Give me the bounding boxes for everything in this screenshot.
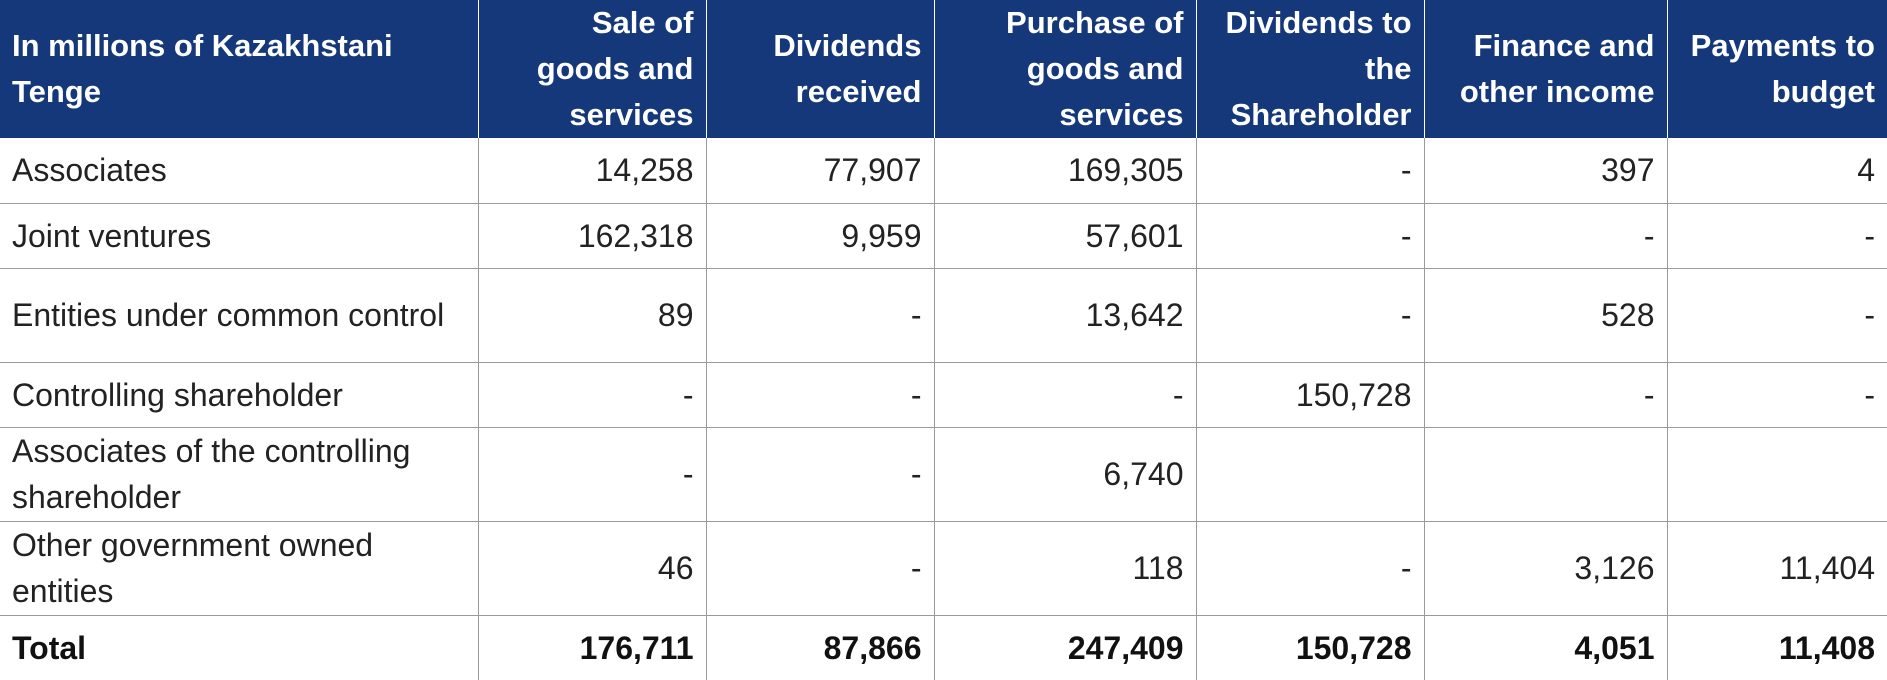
- header-payments-to-budget: Payments to budget: [1666, 0, 1887, 138]
- row-label: Entities under common control: [0, 268, 478, 363]
- row-label: Associates of the controlling shareholde…: [0, 427, 478, 522]
- table-cell: 89: [477, 268, 706, 363]
- table-cell: 3,126: [1423, 521, 1667, 616]
- table-cell: -: [477, 362, 706, 428]
- table-cell: -: [477, 427, 706, 522]
- table-row: Other government owned entities 46 - 118…: [0, 521, 1887, 616]
- total-cell: 11,408: [1666, 615, 1887, 680]
- table-cell: 6,740: [933, 427, 1196, 522]
- table-cell: 4: [1666, 138, 1887, 204]
- table-cell: -: [1666, 268, 1887, 363]
- table-row: Controlling shareholder - - - 150,728 - …: [0, 362, 1887, 428]
- header-finance-income: Finance and other income: [1423, 0, 1667, 138]
- header-dividends-received: Dividends received: [705, 0, 934, 138]
- table-row: Joint ventures 162,318 9,959 57,601 - - …: [0, 203, 1887, 269]
- table-cell: [1666, 427, 1887, 522]
- table-cell: -: [1423, 362, 1667, 428]
- total-cell: 247,409: [933, 615, 1196, 680]
- table-cell: -: [705, 268, 934, 363]
- total-row: Total 176,711 87,866 247,409 150,728 4,0…: [0, 615, 1887, 680]
- total-cell: 87,866: [705, 615, 934, 680]
- header-dividends-to-shareholder: Dividends to the Shareholder: [1195, 0, 1424, 138]
- table-cell: 169,305: [933, 138, 1196, 204]
- header-row: In millions of Kazakhstani Tenge Sale of…: [0, 0, 1887, 138]
- table-cell: -: [1195, 203, 1424, 269]
- table-cell: -: [1666, 362, 1887, 428]
- table-cell: 397: [1423, 138, 1667, 204]
- row-label: Controlling shareholder: [0, 362, 478, 428]
- row-label: Joint ventures: [0, 203, 478, 269]
- table-cell: 77,907: [705, 138, 934, 204]
- table-cell: 57,601: [933, 203, 1196, 269]
- table-cell: 11,404: [1666, 521, 1887, 616]
- table-cell: -: [933, 362, 1196, 428]
- total-cell: 150,728: [1195, 615, 1424, 680]
- table-row: Associates of the controlling shareholde…: [0, 427, 1887, 522]
- table-cell: -: [705, 521, 934, 616]
- table-cell: 118: [933, 521, 1196, 616]
- header-purchase-of-goods: Purchase of goods and services: [933, 0, 1196, 138]
- table-row: Entities under common control 89 - 13,64…: [0, 268, 1887, 363]
- table-cell: -: [1195, 521, 1424, 616]
- table-cell: [1423, 427, 1667, 522]
- row-label: Other government owned entities: [0, 521, 478, 616]
- table-cell: -: [705, 362, 934, 428]
- table-cell: -: [1666, 203, 1887, 269]
- table-cell: 46: [477, 521, 706, 616]
- table-cell: 14,258: [477, 138, 706, 204]
- header-units: In millions of Kazakhstani Tenge: [0, 0, 478, 138]
- total-cell: 176,711: [477, 615, 706, 680]
- row-label: Associates: [0, 138, 478, 204]
- table-cell: -: [1423, 203, 1667, 269]
- total-label: Total: [12, 629, 87, 666]
- table-cell: -: [705, 427, 934, 522]
- table-row: Associates 14,258 77,907 169,305 - 397 4: [0, 138, 1887, 204]
- table-cell: 13,642: [933, 268, 1196, 363]
- table-cell: 150,728: [1195, 362, 1424, 428]
- total-cell: 4,051: [1423, 615, 1667, 680]
- table-cell: -: [1195, 268, 1424, 363]
- table-cell: 528: [1423, 268, 1667, 363]
- table-cell: [1195, 427, 1424, 522]
- table-cell: 162,318: [477, 203, 706, 269]
- header-sale-of-goods: Sale of goods and services: [477, 0, 706, 138]
- table-cell: 9,959: [705, 203, 934, 269]
- table-cell: -: [1195, 138, 1424, 204]
